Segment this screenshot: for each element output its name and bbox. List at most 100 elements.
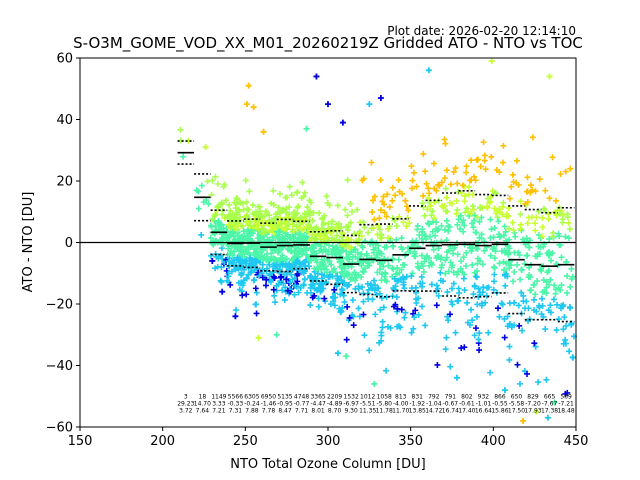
scatter-point <box>511 322 518 329</box>
scatter-point <box>461 222 468 229</box>
scatter-point <box>491 271 498 278</box>
scatter-point <box>547 276 554 283</box>
scatter-point <box>374 285 381 292</box>
scatter-point <box>526 264 533 271</box>
scatter-point <box>447 311 454 318</box>
scatter-point <box>294 216 301 223</box>
scatter-point <box>234 196 241 203</box>
scatter-point <box>487 216 494 223</box>
scatter-point <box>420 204 427 211</box>
bin-mean-label: -1.04 <box>426 400 442 407</box>
scatter-point <box>423 235 430 242</box>
scatter-point <box>539 214 546 221</box>
bin-mean-label: -5.51 <box>360 400 376 407</box>
scatter-point <box>413 299 420 306</box>
scatter-point <box>412 284 419 291</box>
scatter-point <box>524 370 531 377</box>
scatter-point <box>429 228 436 235</box>
x-axis: 150 200 250 300 350 400 450 <box>68 427 588 449</box>
scatter-point <box>569 273 576 280</box>
scatter-point <box>446 247 453 254</box>
scatter-point <box>317 233 324 240</box>
scatter-point <box>480 139 487 146</box>
scatter-point <box>517 225 524 232</box>
scatter-point <box>212 173 219 180</box>
scatter-point <box>212 212 219 219</box>
bin-sd-label: 17.38 <box>541 408 558 415</box>
y-axis: 60 40 20 0 −20 −40 −60 <box>46 52 80 436</box>
scatter-point <box>482 166 489 173</box>
scatter-point <box>552 197 559 204</box>
scatter-point <box>536 176 543 183</box>
scatter-point <box>369 197 376 204</box>
scatter-point <box>427 259 434 266</box>
chart-title: S-O3M_GOME_VOD_XX_M01_20260219Z Gridded … <box>73 34 583 53</box>
scatter-point <box>481 157 488 164</box>
scatter-point <box>379 198 386 205</box>
scatter-point <box>369 209 376 216</box>
scatter-point <box>401 314 408 321</box>
scatter-point <box>393 236 400 243</box>
scatter-point <box>418 252 425 259</box>
scatter-point <box>398 235 405 242</box>
scatter-point <box>256 203 263 210</box>
y-tick-label: 20 <box>56 175 73 190</box>
scatter-point <box>317 262 324 269</box>
scatter-point <box>307 257 314 264</box>
scatter-point <box>379 318 386 325</box>
scatter-point <box>286 183 293 190</box>
bin-sd-label: 13.85 <box>409 408 426 415</box>
scatter-point <box>358 251 365 258</box>
scatter-point <box>304 204 311 211</box>
scatter-point <box>495 218 502 225</box>
scatter-point <box>347 219 354 226</box>
scatter-point <box>259 274 266 281</box>
scatter-point <box>365 296 372 303</box>
scatter-point <box>308 199 315 206</box>
scatter-point <box>448 285 455 292</box>
scatter-point <box>553 327 560 334</box>
scatter-point <box>450 280 457 287</box>
scatter-point <box>532 343 539 350</box>
scatter-point <box>442 208 449 215</box>
scatter-point <box>476 347 483 354</box>
scatter-point <box>234 226 241 233</box>
scatter-point <box>334 232 341 239</box>
scatter-point <box>523 188 530 195</box>
scatter-point <box>540 205 547 212</box>
scatter-point <box>362 238 369 245</box>
scatter-point <box>521 238 528 245</box>
scatter-point <box>512 233 519 240</box>
scatter-point <box>243 275 250 282</box>
scatter-point <box>415 311 422 318</box>
bin-sd-label: 8.70 <box>328 408 342 415</box>
scatter-point <box>292 249 299 256</box>
scatter-point <box>291 291 298 298</box>
scatter-point <box>435 226 442 233</box>
scatter-point <box>500 142 507 149</box>
scatter-point <box>401 285 408 292</box>
scatter-point <box>473 313 480 320</box>
scatter-point <box>285 214 292 221</box>
scatter-point <box>296 224 303 231</box>
scatter-point <box>214 204 221 211</box>
scatter-point <box>469 317 476 324</box>
scatter-point <box>460 254 467 261</box>
scatter-point <box>270 201 277 208</box>
scatter-point <box>466 177 473 184</box>
scatter-point <box>323 193 330 200</box>
scatter-point <box>307 289 314 296</box>
scatter-point <box>318 271 325 278</box>
y-tick-label: 60 <box>56 52 73 67</box>
scatter-point <box>246 188 253 195</box>
scatter-point <box>375 222 382 229</box>
outlier-point <box>339 119 346 126</box>
scatter-point <box>482 299 489 306</box>
scatter-point <box>476 330 483 337</box>
scatter-point <box>294 278 301 285</box>
scatter-point <box>302 189 309 196</box>
scatter-point <box>299 179 306 186</box>
scatter-point <box>390 242 397 249</box>
scatter-point <box>546 235 553 242</box>
scatter-point <box>563 322 570 329</box>
